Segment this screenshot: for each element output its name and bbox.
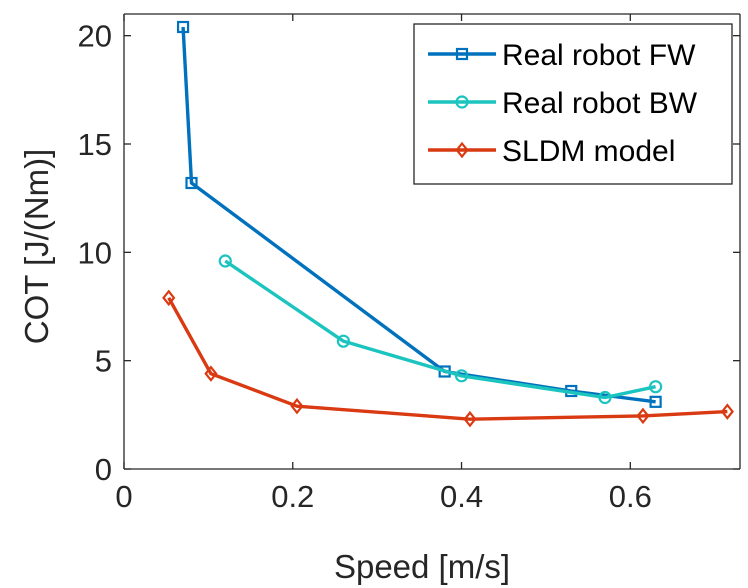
- data-point: [162, 289, 176, 307]
- axes: 0 0.2 0.4 0.6 0 5 10 15 20 Speed [m/s] COT [J/(Nm)…: [18, 13, 741, 585]
- data-point: [463, 410, 477, 428]
- y-tick-label: 10: [78, 235, 112, 270]
- y-tick-label: 15: [78, 127, 112, 162]
- plot-area: [162, 20, 734, 428]
- x-tick-label: 0.2: [271, 479, 314, 514]
- series-sldm-model: [162, 289, 734, 428]
- series-line: [167, 297, 728, 421]
- data-point: [218, 254, 232, 268]
- data-point: [649, 395, 662, 408]
- legend-marker: [455, 141, 469, 159]
- data-point: [185, 176, 198, 190]
- data-point: [649, 380, 663, 394]
- legend-label: Real robot FW: [502, 39, 696, 72]
- data-point: [720, 403, 734, 420]
- legend: Real robot FW Real robot BW SLDM model: [413, 23, 733, 185]
- series-real-robot-bw: [218, 254, 663, 405]
- data-point: [290, 397, 304, 415]
- data-point: [176, 20, 190, 34]
- data-point: [636, 407, 650, 425]
- data-point: [598, 390, 612, 405]
- series-line: [224, 259, 656, 400]
- y-tick-label: 20: [78, 19, 112, 54]
- data-point: [454, 369, 469, 383]
- x-tick-label: 0: [115, 479, 132, 514]
- x-tick-label: 0.4: [440, 479, 483, 514]
- data-point: [204, 365, 218, 382]
- legend-label: SLDM model: [502, 135, 675, 168]
- legend-marker: [455, 95, 469, 109]
- legend-marker: [455, 47, 469, 61]
- x-axis-title: Speed [m/s]: [334, 548, 510, 585]
- y-axis-title: COT [J/(Nm)]: [18, 149, 55, 345]
- y-tick-label: 0: [95, 452, 112, 487]
- y-tick-label: 5: [95, 344, 112, 379]
- legend-label: Real robot BW: [502, 87, 698, 120]
- data-point: [336, 334, 350, 348]
- x-tick-label: 0.6: [609, 479, 652, 514]
